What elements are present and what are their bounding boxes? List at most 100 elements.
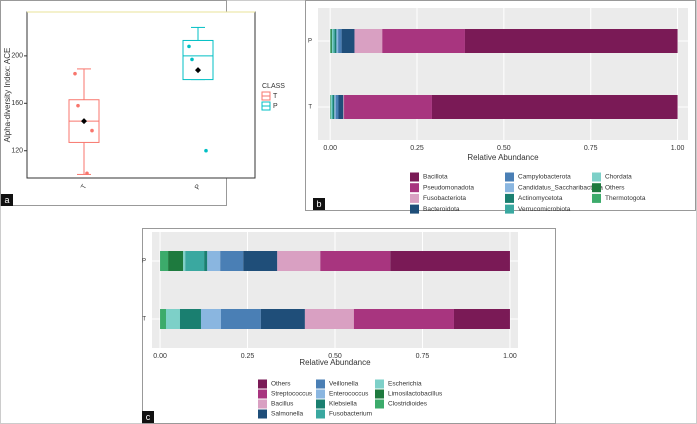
bar-segment xyxy=(277,251,321,271)
bar-segment xyxy=(165,309,180,329)
bar-segment xyxy=(431,95,678,119)
legend-label: Others xyxy=(605,184,625,191)
legend-swatch xyxy=(592,172,601,182)
legend-swatch xyxy=(410,193,419,203)
x-tick-label: 1.00 xyxy=(671,145,685,152)
panel-border xyxy=(305,0,696,211)
legend-swatch xyxy=(375,399,384,409)
panel-label: c xyxy=(146,412,151,422)
legend-swatch xyxy=(316,399,325,409)
point xyxy=(187,44,191,49)
panel-label-box xyxy=(1,194,13,206)
bar-segment xyxy=(338,95,344,119)
legend-label: Campylobacterota xyxy=(518,174,571,181)
bar-segment xyxy=(179,309,201,329)
panel-label-box xyxy=(313,198,325,210)
x-tick-label: 0.75 xyxy=(584,145,598,152)
x-tick-label: 0.00 xyxy=(153,353,167,360)
bar-segment xyxy=(168,251,184,271)
point xyxy=(90,128,94,133)
legend-label: Klebsiella xyxy=(329,401,357,408)
legend-label: Thermotogota xyxy=(605,195,646,202)
legend-swatch xyxy=(410,172,419,182)
bar-segment xyxy=(243,251,278,271)
bar-segment xyxy=(200,309,221,329)
legend-label: Candidatus_Saccharibacteria xyxy=(518,184,603,191)
bar-segment xyxy=(320,251,391,271)
x-tick-label: 0.25 xyxy=(241,353,255,360)
legend-swatch xyxy=(316,389,325,399)
bar-segment xyxy=(332,95,335,119)
legend-swatch xyxy=(316,379,325,389)
x-tick-label: 0.00 xyxy=(323,145,337,152)
bar-segment xyxy=(207,251,221,271)
point xyxy=(190,57,194,62)
legend-label: Verrucomicrobiota xyxy=(518,206,571,213)
legend-swatch xyxy=(258,379,267,389)
plot-area xyxy=(26,11,256,179)
bar-segment xyxy=(185,251,205,271)
legend-swatch xyxy=(375,379,384,389)
bar-segment xyxy=(330,29,332,53)
bar-segment xyxy=(330,95,332,119)
bar-segment xyxy=(343,95,345,119)
bar-segment xyxy=(453,309,510,329)
bar-segment xyxy=(344,95,432,119)
point xyxy=(76,103,80,108)
legend-swatch xyxy=(505,172,514,182)
legend-label: Bacteroidota xyxy=(423,206,460,213)
legend-label: Limosilactobacillus xyxy=(388,391,443,398)
panel-label: a xyxy=(4,195,9,205)
x-tick-label: P xyxy=(194,183,203,191)
x-tick-label: T xyxy=(80,183,89,191)
point xyxy=(204,148,208,153)
y-tick-label: 200 xyxy=(11,53,23,60)
legend-label: Chordata xyxy=(605,174,632,181)
legend-label: Others xyxy=(271,381,291,388)
legend-label: Enterococcus xyxy=(329,391,369,398)
mean-marker xyxy=(195,67,201,74)
bar-segment xyxy=(204,251,208,271)
legend-label: T xyxy=(273,93,278,100)
y-tick-label: T xyxy=(308,105,312,111)
legend-label: Clostridioides xyxy=(388,401,428,408)
legend-swatch xyxy=(258,409,267,419)
bar-segment xyxy=(334,29,337,53)
y-tick-label: 160 xyxy=(11,100,23,107)
legend-swatch xyxy=(592,183,601,193)
x-tick-label: 0.25 xyxy=(410,145,424,152)
y-tick-label: T xyxy=(142,317,146,323)
legend-swatch xyxy=(258,389,267,399)
bar-segment xyxy=(354,29,383,53)
point xyxy=(85,171,89,176)
x-tick-label: 0.75 xyxy=(416,353,430,360)
panel-label: b xyxy=(316,199,321,209)
legend-swatch xyxy=(410,204,419,214)
legend-swatch xyxy=(505,193,514,203)
legend-label: Bacillus xyxy=(271,401,294,408)
legend-label: P xyxy=(273,103,278,110)
x-tick-label: 0.50 xyxy=(497,145,511,152)
y-tick-label: P xyxy=(142,259,146,265)
legend-label: Pseudomonadota xyxy=(423,184,474,191)
bar-segment xyxy=(220,251,244,271)
bar-segment xyxy=(382,29,465,53)
bar-segment xyxy=(331,95,333,119)
bar-segment xyxy=(160,309,166,329)
mean-marker xyxy=(81,118,87,125)
legend-swatch xyxy=(258,399,267,409)
legend-label: Veillonella xyxy=(329,381,359,388)
x-tick-label: 0.50 xyxy=(328,353,342,360)
legend-label: Streptococcus xyxy=(271,391,313,398)
bar-segment xyxy=(220,309,261,329)
bar-segment xyxy=(260,309,305,329)
bar-segment xyxy=(333,29,335,53)
y-tick-label: P xyxy=(308,39,312,45)
panel-label-box xyxy=(142,411,154,423)
y-axis-title: Alpha-diversity Index: ACE xyxy=(3,48,12,143)
legend-swatch xyxy=(375,389,384,399)
legend-swatch xyxy=(410,183,419,193)
bar-segment xyxy=(330,29,331,53)
legend-swatch xyxy=(592,193,601,203)
